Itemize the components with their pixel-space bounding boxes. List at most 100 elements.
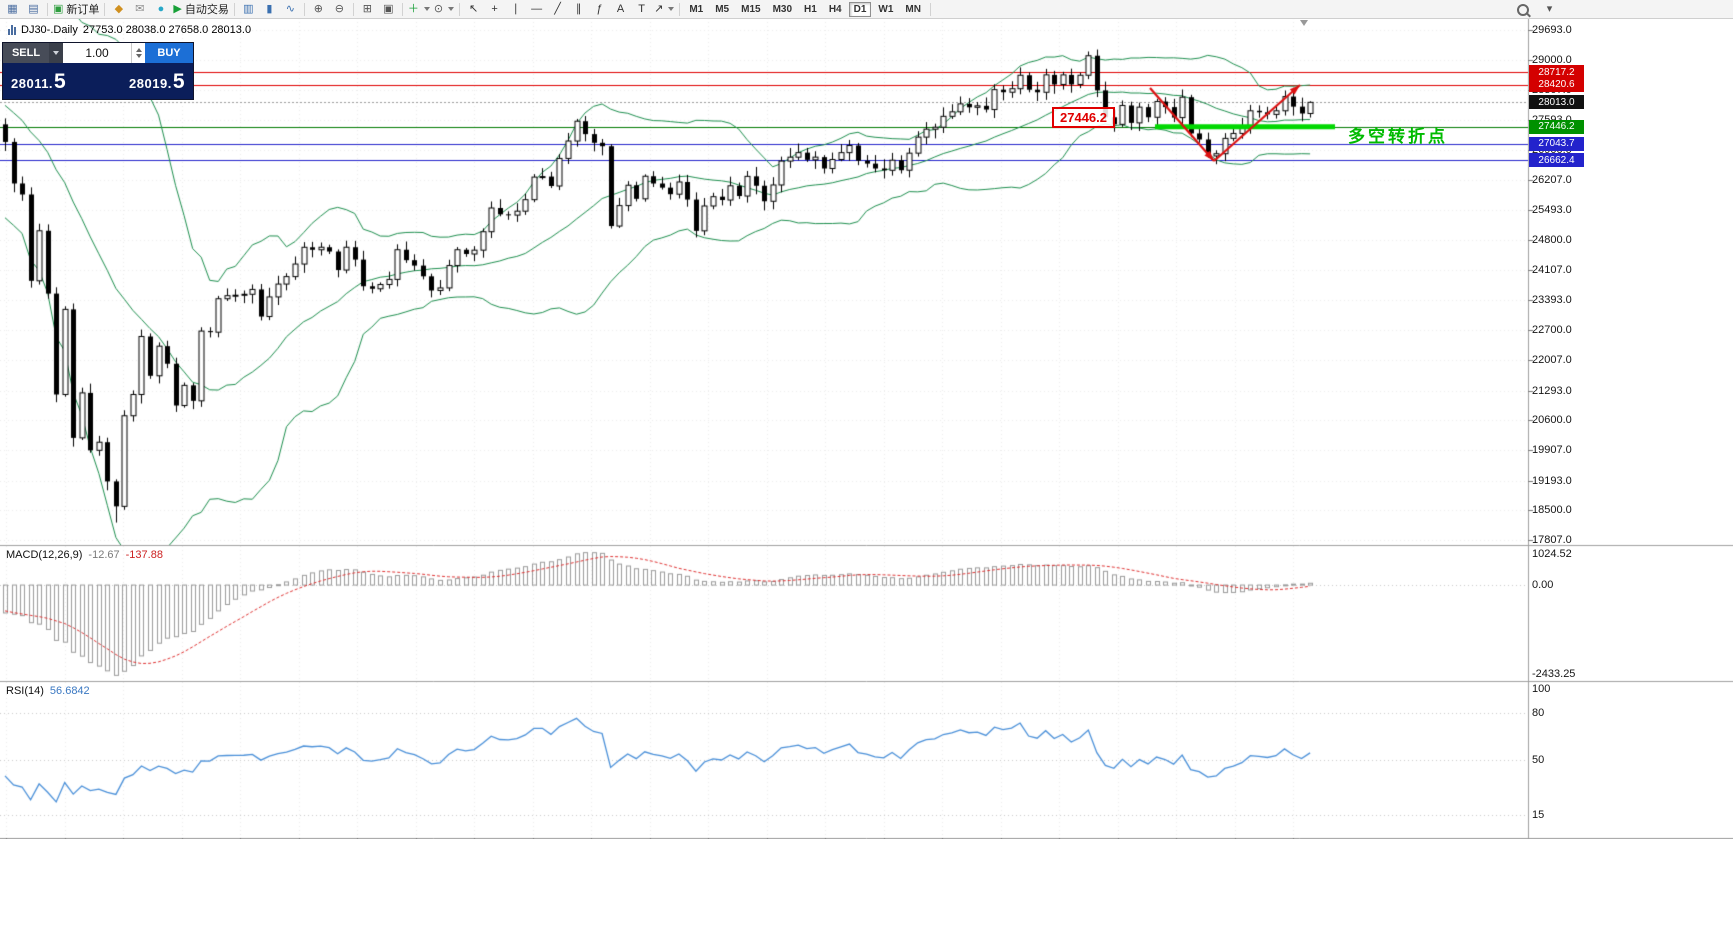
price-badge: 28013.0 xyxy=(1529,95,1584,110)
rsi-name: RSI(14) xyxy=(6,685,44,697)
new-order-button[interactable]: ▣ 新订单 xyxy=(51,1,101,18)
timeframe-d1-button[interactable]: D1 xyxy=(848,1,872,17)
crosshair-icon-glyph: + xyxy=(491,2,498,15)
time-axis[interactable]: 4 Mar 202017 Mar 202026 Mar 20205 Apr 20… xyxy=(0,839,1733,857)
trendline-icon-glyph: ╱ xyxy=(554,2,561,15)
autotrade-button[interactable]: ▶ 自动交易 xyxy=(171,1,230,18)
channel-icon-glyph: ∥ xyxy=(575,2,582,15)
zoom-in-icon[interactable]: ⊕ xyxy=(308,1,329,18)
label-icon[interactable]: T xyxy=(631,1,652,18)
candlestick-chart-icon[interactable]: ▮ xyxy=(259,1,280,18)
fibonacci-icon[interactable]: ƒ xyxy=(589,1,610,18)
text-icon[interactable]: A xyxy=(610,1,631,18)
timeframe-w1-button[interactable]: W1 xyxy=(878,3,894,15)
new-order-button-label: 新订单 xyxy=(66,4,100,16)
price-badge: 26662.4 xyxy=(1529,153,1584,168)
price-badge: 27446.2 xyxy=(1529,119,1584,134)
indicators-icon[interactable]: ＋ xyxy=(406,1,432,18)
price-axis-label: 21293.0 xyxy=(1532,384,1572,397)
price-axis-label: 22700.0 xyxy=(1532,324,1572,337)
caret-down-icon xyxy=(53,51,59,55)
arrange-windows-icon[interactable]: ▣ xyxy=(378,1,399,18)
timeframe-m30-button[interactable]: M30 xyxy=(772,3,793,15)
macd-axis-label: 1024.52 xyxy=(1532,548,1572,560)
market-icon[interactable]: ◆ xyxy=(108,1,129,18)
buy-button[interactable]: BUY xyxy=(145,43,193,63)
sell-button[interactable]: SELL xyxy=(3,43,49,63)
macd-axis-label: -2433.25 xyxy=(1532,668,1576,680)
rsi-axis-label: 80 xyxy=(1532,707,1545,720)
buy-price[interactable]: 28019. 5 xyxy=(129,70,185,94)
tile-windows-icon[interactable]: ⊞ xyxy=(357,1,378,18)
price-axis-label: 29693.0 xyxy=(1532,24,1572,37)
chart-profiles-icon[interactable]: ▤ xyxy=(23,1,44,18)
autotrade-button-glyph: ▶ xyxy=(173,2,182,15)
zoom-in-icon-glyph: ⊕ xyxy=(313,2,323,15)
sell-price[interactable]: 28011. 5 xyxy=(11,70,66,94)
new-chart-icon[interactable]: ▦ xyxy=(2,1,23,18)
price-axis-label: 19193.0 xyxy=(1532,474,1572,487)
vertical-line-icon-glyph: ∣ xyxy=(512,2,519,15)
signals-icon[interactable]: ✉ xyxy=(129,1,150,18)
quick-search-icon[interactable] xyxy=(1512,1,1533,18)
timeframe-h4-button[interactable]: H4 xyxy=(828,3,842,15)
price-axis-label: 25493.0 xyxy=(1532,204,1572,217)
sell-price-big-digit: 5 xyxy=(54,70,67,93)
label-icon-glyph: T xyxy=(638,2,645,15)
volume-stepper[interactable] xyxy=(131,43,145,63)
timeframe-h1-button[interactable]: H1 xyxy=(804,3,817,15)
new-chart-icon-glyph: ▦ xyxy=(7,2,18,15)
arrows-icon-caret-icon xyxy=(668,7,675,11)
toolbar-separator xyxy=(47,2,48,16)
trade-panel-controls: SELL BUY xyxy=(3,43,193,63)
timeframe-m5-button[interactable]: M5 xyxy=(715,3,730,15)
arrows-icon[interactable]: ↗ xyxy=(652,1,676,18)
price-axis-label: 19907.0 xyxy=(1532,443,1572,456)
line-chart-icon-glyph: ∿ xyxy=(285,2,295,15)
indicators-icon-glyph: ＋ xyxy=(407,2,419,15)
cursor-icon[interactable]: ↖ xyxy=(463,1,484,18)
toolbar-more-icon[interactable]: ▾ xyxy=(1539,1,1560,18)
signals-icon-glyph: ✉ xyxy=(135,2,145,15)
rsi-axis-label: 15 xyxy=(1532,808,1545,821)
fibonacci-icon-glyph: ƒ xyxy=(596,2,603,15)
trade-panel-prices: 28011. 5 28019. 5 xyxy=(3,63,193,101)
trendline-icon[interactable]: ╱ xyxy=(547,1,568,18)
sell-options-caret[interactable] xyxy=(49,43,63,63)
zoom-out-icon[interactable]: ⊖ xyxy=(329,1,350,18)
zoom-out-icon-glyph: ⊖ xyxy=(334,2,344,15)
price-callout-box[interactable]: 27446.2 xyxy=(1052,107,1115,128)
toolbar-right-group: ▾ xyxy=(1512,1,1560,18)
symbol-period-label: DJ30-.Daily xyxy=(21,24,78,36)
line-chart-icon[interactable]: ∿ xyxy=(280,1,301,18)
macd-indicator-label: MACD(12,26,9) -12.67 -137.88 xyxy=(6,549,163,561)
price-axis-label: 24107.0 xyxy=(1532,263,1572,276)
macd-name: MACD(12,26,9) xyxy=(6,549,83,561)
timeframe-m1-button[interactable]: M1 xyxy=(689,3,704,15)
toolbar-separator xyxy=(459,2,461,16)
rsi-axis-label: 100 xyxy=(1532,683,1551,695)
timeframe-mn-button[interactable]: MN xyxy=(905,3,921,15)
bar-chart-icon[interactable]: ▥ xyxy=(238,1,259,18)
vertical-line-icon[interactable]: ∣ xyxy=(505,1,526,18)
cursor-icon-glyph: ↖ xyxy=(468,2,479,15)
vps-icon-glyph: ● xyxy=(157,2,165,15)
cycles-icon[interactable]: ⊙ xyxy=(432,1,456,18)
toolbar-separator xyxy=(352,2,354,16)
rsi-axis-label: 50 xyxy=(1532,754,1545,766)
price-axis-label: 23393.0 xyxy=(1532,294,1572,307)
horizontal-line-icon[interactable]: ― xyxy=(526,1,547,18)
ohlc-values-label: 27753.0 28038.0 27658.0 28013.0 xyxy=(82,24,252,36)
candlestick-chart-icon-glyph: ▮ xyxy=(266,2,273,15)
price-axis-label: 26207.0 xyxy=(1532,173,1572,186)
crosshair-icon[interactable]: + xyxy=(484,1,505,18)
channel-icon[interactable]: ∥ xyxy=(568,1,589,18)
indicators-icon-caret-icon xyxy=(423,7,430,11)
toolbar-separator xyxy=(929,2,931,16)
volume-input[interactable] xyxy=(63,43,131,63)
vps-icon[interactable]: ● xyxy=(150,1,171,18)
timeframe-m15-button[interactable]: M15 xyxy=(741,3,761,15)
price-badge: 27043.7 xyxy=(1529,136,1584,151)
chart-title: DJ30-.Daily 27753.0 28038.0 27658.0 2801… xyxy=(8,24,251,36)
